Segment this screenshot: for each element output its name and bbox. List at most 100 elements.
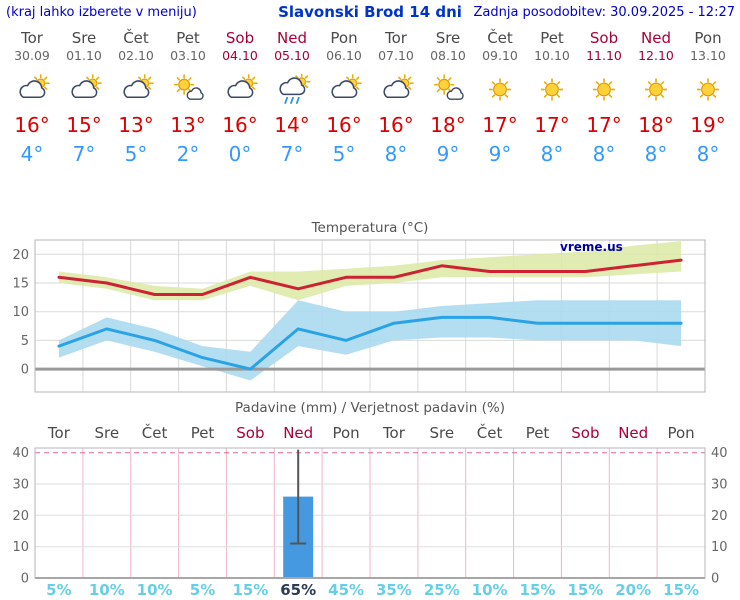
precip-ytick-left: 30 xyxy=(12,478,29,493)
high-temp: 13° xyxy=(118,113,154,138)
day-name: Sob xyxy=(589,29,619,47)
low-temp: 8° xyxy=(644,142,668,167)
weather-icon-mostly xyxy=(162,73,214,106)
day-column-11.10: Sob 11.10 17° 8° xyxy=(578,29,630,166)
high-temp: 17° xyxy=(586,113,622,138)
small-cloud-icon xyxy=(446,87,464,101)
low-temp: 0° xyxy=(228,142,252,167)
day-date: 04.10 xyxy=(222,48,258,64)
precip-ytick-left: 40 xyxy=(12,446,29,461)
day-date: 12.10 xyxy=(638,48,674,64)
day-column-05.10: Ned 05.10 14° 7° xyxy=(266,29,318,167)
precip-ytick-right: 40 xyxy=(711,446,728,461)
cloud-icon xyxy=(331,80,358,99)
temp-plot-border xyxy=(34,239,706,393)
precip-day-label: Ned xyxy=(283,424,313,442)
day-column-07.10: Tor 07.10 16° 8° xyxy=(370,29,422,167)
weather-icon-sunny xyxy=(526,73,578,106)
temp-ytick-label: 15 xyxy=(12,277,29,292)
precip-ytick-left: 20 xyxy=(12,509,29,524)
sun-icon xyxy=(649,82,663,97)
small-cloud-icon xyxy=(186,87,204,101)
cloud-icon xyxy=(123,80,150,99)
day-name: Ned xyxy=(277,29,307,47)
high-temp: 16° xyxy=(222,113,258,138)
precip-prob-label: 45% xyxy=(328,581,364,599)
low-temp: 7° xyxy=(280,142,304,167)
day-column-13.10: Pon 13.10 19° 8° xyxy=(682,29,734,167)
precip-day-label: Sob xyxy=(571,424,599,442)
sun-icon xyxy=(545,82,559,97)
cloud-icon xyxy=(19,80,46,99)
precip-ytick-right: 0 xyxy=(711,572,719,587)
high-temp: 15° xyxy=(66,113,102,138)
precip-prob-label: 15% xyxy=(520,581,556,599)
high-temp: 19° xyxy=(690,113,726,138)
precip-prob-label: 15% xyxy=(567,581,603,599)
day-date: 02.10 xyxy=(118,48,154,64)
day-name: Čet xyxy=(123,29,149,47)
temp-line-min xyxy=(57,315,683,371)
temp-ytick-label: 20 xyxy=(12,248,29,263)
precip-day-label: Pon xyxy=(332,424,359,442)
temperature-chart: Temperatura (°C) 0 5 10 15 20 vreme.us xyxy=(12,220,706,393)
weather-icon-sunny xyxy=(474,73,526,106)
low-temp: 9° xyxy=(488,142,512,167)
precip-ytick-right: 20 xyxy=(711,509,728,524)
rain-icon xyxy=(284,97,300,105)
temp-line-max xyxy=(57,258,683,296)
day-name: Sre xyxy=(71,29,97,47)
day-date: 09.10 xyxy=(482,48,518,64)
day-date: 07.10 xyxy=(378,48,414,64)
weather-icon-showers xyxy=(266,73,318,106)
cloud-icon xyxy=(227,80,254,99)
temp-chart-title: Temperatura (°C) xyxy=(311,220,429,236)
weather-icon-partly xyxy=(58,73,110,106)
precip-prob-label: 5% xyxy=(190,581,215,599)
day-name: Tor xyxy=(21,29,43,47)
day-column-03.10: Pet 03.10 13° 2° xyxy=(162,29,214,166)
day-date: 30.09 xyxy=(14,48,50,64)
day-column-04.10: Sob 04.10 16° 0° xyxy=(214,29,266,167)
precip-day-label: Tor xyxy=(47,424,71,442)
precip-ytick-left: 10 xyxy=(12,540,29,555)
day-name: Pon xyxy=(330,29,358,47)
day-column-08.10: Sre 08.10 18° 9° xyxy=(422,29,474,167)
day-date: 05.10 xyxy=(274,48,310,64)
day-date: 03.10 xyxy=(170,48,206,64)
precip-day-label: Sre xyxy=(430,424,455,442)
low-temp: 8° xyxy=(384,142,408,167)
day-date: 01.10 xyxy=(66,48,102,64)
high-temp: 14° xyxy=(274,113,310,138)
precip-plot-border xyxy=(34,447,706,579)
precip-prob-label: 35% xyxy=(376,581,412,599)
precip-day-label: Čet xyxy=(142,423,168,442)
high-temp: 17° xyxy=(534,113,570,138)
day-date: 13.10 xyxy=(690,48,726,64)
precip-day-label: Pet xyxy=(191,424,215,442)
precip-ytick-left: 0 xyxy=(21,572,29,587)
precip-ytick-right: 30 xyxy=(711,478,728,493)
weather-icon-partly xyxy=(318,73,370,106)
high-temp: 18° xyxy=(430,113,466,138)
day-column-02.10: Čet 02.10 13° 5° xyxy=(110,29,162,166)
precip-ytick-right: 10 xyxy=(711,540,728,555)
low-temp: 9° xyxy=(436,142,460,167)
weather-icon-partly xyxy=(214,73,266,106)
low-temp: 5° xyxy=(332,142,356,167)
day-name: Sre xyxy=(435,29,461,47)
day-date: 11.10 xyxy=(586,48,622,64)
day-date: 06.10 xyxy=(326,48,362,64)
high-temp: 13° xyxy=(170,113,206,138)
precip-day-label: Sre xyxy=(95,424,120,442)
sun-icon xyxy=(178,78,191,91)
low-temp: 8° xyxy=(696,142,720,167)
precip-day-label: Čet xyxy=(477,423,503,442)
day-date: 10.10 xyxy=(534,48,570,64)
weather-icon-partly xyxy=(370,73,422,106)
precip-prob-label: 20% xyxy=(615,581,651,599)
precip-prob-label: 15% xyxy=(663,581,699,599)
day-name: Sob xyxy=(225,29,255,47)
low-temp: 7° xyxy=(72,142,96,167)
